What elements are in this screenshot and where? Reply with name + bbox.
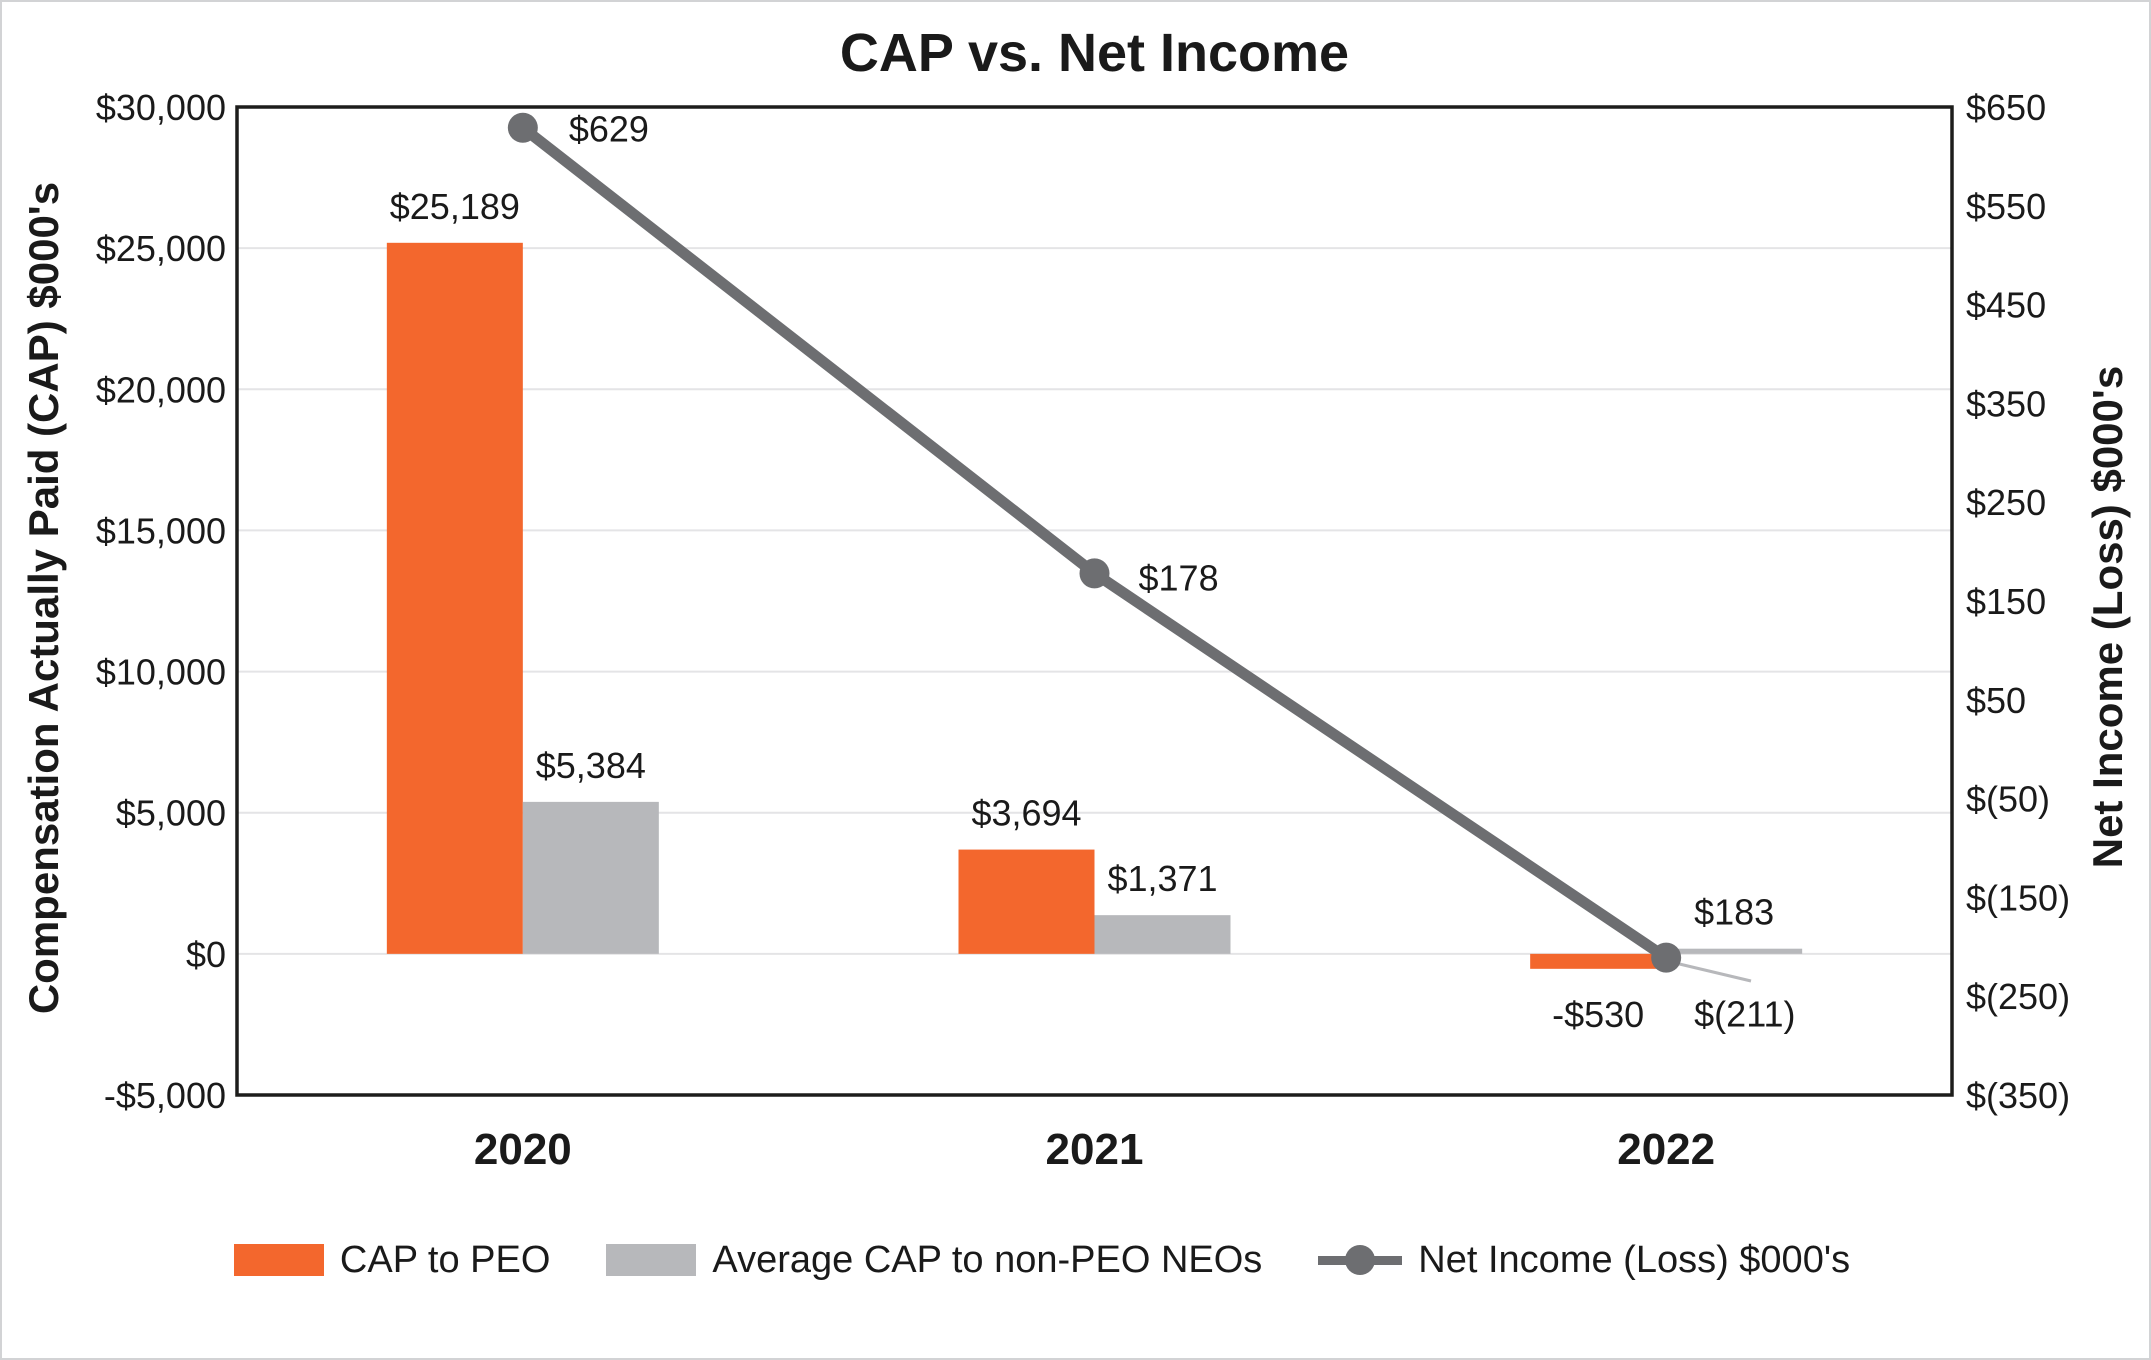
left-tick-10-000: $10,000 [96, 652, 226, 693]
legend-swatch-avg-cap-non-peo [606, 1244, 697, 1276]
bar-cap-to-peo-2022 [1530, 953, 1667, 969]
bar-label-average-cap-to-non-peo-neos-2020: $5,384 [536, 745, 646, 786]
bar-label-cap-to-peo-2021: $3,694 [971, 793, 1081, 834]
left-tick-5-000: $5,000 [116, 793, 226, 834]
left-tick-15-000: $15,000 [96, 510, 226, 551]
right-tick-350: $350 [1966, 383, 2046, 424]
right-tick-250: $250 [1966, 482, 2046, 523]
bar-label-cap-to-peo-2020: $25,189 [390, 186, 520, 227]
legend-swatch-cap-to-peo [233, 1244, 324, 1276]
legend-item-net-income: Net Income (Loss) $000's [1318, 1239, 1850, 1282]
net-income-marker-2020 [507, 112, 538, 143]
chart-title: CAP vs. Net Income [839, 23, 1350, 83]
bar-label-average-cap-to-non-peo-neos-2022: $183 [1694, 892, 1774, 933]
x-label-2022: 2022 [1617, 1125, 1715, 1174]
right-tick-550: $550 [1966, 186, 2046, 227]
bar-average-cap-to-non-peo-neos-2021 [1094, 915, 1231, 954]
legend-dot-icon [1345, 1245, 1376, 1275]
legend-line-dot-marker [1318, 1243, 1403, 1277]
line-label-2021: $178 [1139, 557, 1219, 598]
right-tick-150: $(150) [1966, 877, 2070, 918]
line-label-2020: $629 [569, 109, 649, 150]
left-tick-5-000: -$5,000 [104, 1075, 226, 1116]
right-tick-50: $50 [1966, 680, 2026, 721]
x-label-2020: 2020 [474, 1125, 572, 1174]
right-tick-50: $(50) [1966, 779, 2050, 820]
left-tick-0: $0 [186, 934, 226, 975]
net-income-marker-2021 [1079, 558, 1110, 589]
bar-average-cap-to-non-peo-neos-2022 [1666, 948, 1803, 954]
legend-item-cap-to-peo: CAP to PEO [233, 1238, 551, 1282]
plot-frame [235, 105, 1954, 1097]
bar-average-cap-to-non-peo-neos-2020 [522, 801, 659, 954]
left-tick-30-000: $30,000 [96, 87, 226, 128]
legend-label-cap-to-peo: CAP to PEO [339, 1238, 551, 1281]
bar-cap-to-peo-2020 [386, 242, 523, 954]
leader-line-2022 [1670, 960, 1752, 983]
right-tick-650: $650 [1966, 87, 2046, 128]
bar-cap-to-peo-2021 [958, 849, 1095, 954]
right-tick-350: $(350) [1966, 1075, 2070, 1116]
right-tick-250: $(250) [1966, 976, 2070, 1017]
line-label-2022: $(211) [1694, 994, 1795, 1035]
left-tick-25-000: $25,000 [96, 228, 226, 269]
legend-label-net-income: Net Income (Loss) $000's [1418, 1238, 1851, 1281]
x-label-2021: 2021 [1046, 1125, 1144, 1174]
net-income-marker-2022 [1651, 942, 1682, 973]
left-tick-20-000: $20,000 [96, 369, 226, 410]
net-income-line [517, 122, 1672, 964]
legend-item-avg-cap-non-peo: Average CAP to non-PEO NEOs [606, 1239, 1262, 1282]
bar-label-cap-to-peo-2022: -$530 [1552, 994, 1644, 1035]
legend-label-avg-cap-non-peo: Average CAP to non-PEO NEOs [712, 1238, 1263, 1281]
legend: CAP to PEO Average CAP to non-PEO NEOs N… [2, 1230, 2082, 1290]
bar-label-average-cap-to-non-peo-neos-2021: $1,371 [1107, 858, 1217, 899]
right-tick-450: $450 [1966, 285, 2046, 326]
right-tick-150: $150 [1966, 581, 2046, 622]
